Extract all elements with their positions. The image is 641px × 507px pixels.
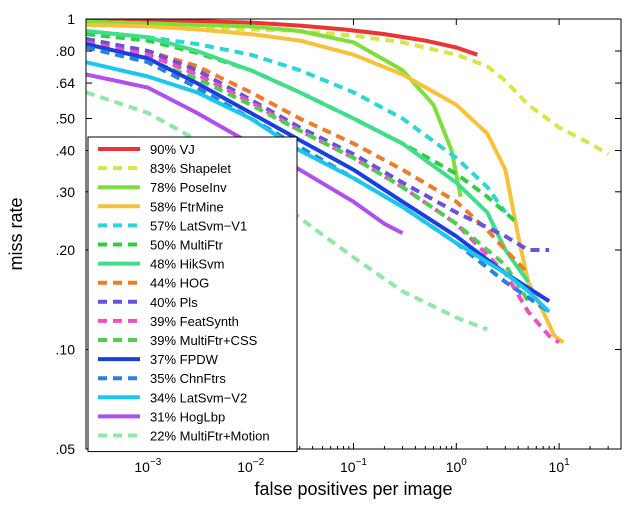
- series-line-7: [86, 37, 530, 275]
- series-line-2: [86, 19, 463, 198]
- legend-label-7: 44% HOG: [150, 276, 209, 291]
- legend-label-14: 31% HogLbp: [150, 409, 225, 424]
- y-tick-label-1: .80: [56, 43, 76, 59]
- legend-label-10: 39% MultiFtr+CSS: [150, 333, 258, 348]
- series-line-0: [86, 19, 478, 57]
- legend-label-0: 90% VJ: [150, 142, 195, 157]
- x-tick-label-4: 101: [549, 457, 571, 475]
- y-tick-label-0: 1: [67, 11, 75, 27]
- series-line-12: [86, 45, 551, 314]
- legend-label-1: 83% Shapelet: [150, 161, 231, 176]
- y-tick-label-7: .10: [56, 342, 76, 358]
- series-line-10: [86, 45, 530, 303]
- legend-label-12: 35% ChnFtrs: [150, 371, 226, 386]
- legend-label-3: 58% FtrMine: [150, 199, 224, 214]
- series-line-11: [86, 42, 551, 303]
- y-tick-label-6: .20: [56, 242, 76, 258]
- legend-label-9: 39% FeatSynth: [150, 314, 239, 329]
- y-tick-label-4: .40: [56, 143, 76, 159]
- legend-label-11: 37% FPDW: [150, 352, 219, 367]
- series-line-13: [86, 60, 551, 314]
- y-axis-label: miss rate: [6, 197, 26, 270]
- legend-label-8: 40% Pls: [150, 295, 198, 310]
- y-tick-label-3: .50: [56, 110, 76, 126]
- x-tick-label-3: 100: [446, 457, 468, 475]
- y-tick-label-2: .64: [56, 75, 76, 91]
- series-line-6: [86, 29, 530, 284]
- legend-label-4: 57% LatSvm−V1: [150, 218, 247, 233]
- series-line-15: [86, 90, 489, 332]
- x-tick-label-1: 10−2: [237, 457, 264, 475]
- legend-label-13: 34% LatSvm−V2: [150, 390, 247, 405]
- legend: 90% VJ 83% Shapelet 78% PoseInv 58% FtrMine…: [87, 136, 298, 453]
- y-tick-label-8: .05: [56, 441, 76, 457]
- x-tick-label-0: 10−3: [134, 457, 161, 475]
- legend-label-6: 48% HikSvm: [150, 257, 224, 272]
- y-tick-label-5: .30: [56, 184, 76, 200]
- series-line-4: [86, 29, 508, 214]
- x-axis-label: false positives per image: [254, 479, 452, 499]
- legend-label-15: 22% MultiFtr+Motion: [150, 429, 270, 444]
- legend-label-5: 50% MultiFtr: [150, 238, 224, 253]
- legend-label-2: 78% PoseInv: [150, 180, 227, 195]
- x-tick-label-2: 10−1: [340, 457, 367, 475]
- series-line-8: [86, 37, 550, 252]
